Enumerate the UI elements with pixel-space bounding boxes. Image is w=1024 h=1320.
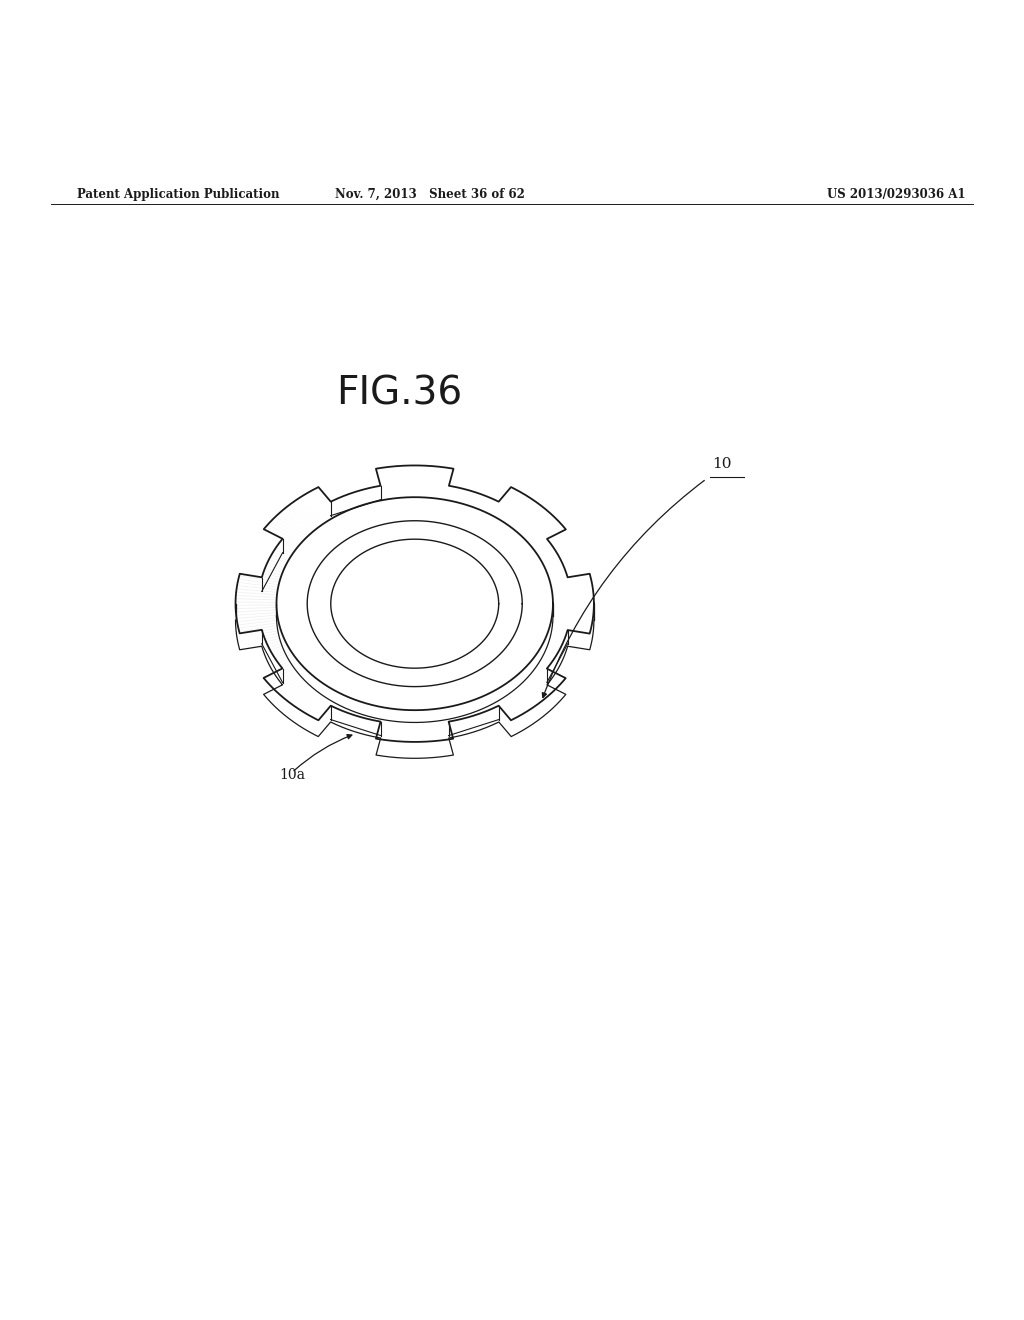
Polygon shape — [331, 539, 499, 668]
Text: US 2013/0293036 A1: US 2013/0293036 A1 — [826, 187, 966, 201]
Polygon shape — [307, 520, 522, 686]
Polygon shape — [236, 466, 594, 742]
Text: 10a: 10a — [279, 767, 305, 781]
Text: 10: 10 — [712, 457, 731, 470]
Text: FIG.36: FIG.36 — [336, 375, 463, 413]
Text: Patent Application Publication: Patent Application Publication — [77, 187, 280, 201]
Polygon shape — [276, 498, 553, 710]
Text: Nov. 7, 2013   Sheet 36 of 62: Nov. 7, 2013 Sheet 36 of 62 — [335, 187, 525, 201]
